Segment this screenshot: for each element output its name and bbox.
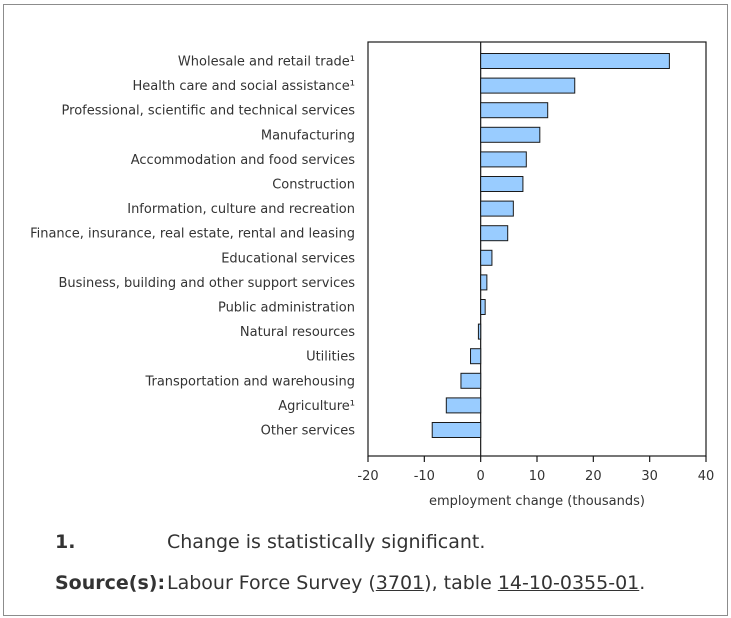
x-tick-label: 40 bbox=[698, 469, 715, 484]
bar bbox=[480, 126, 541, 143]
bar bbox=[460, 372, 482, 389]
x-axis-label: employment change (thousands) bbox=[429, 494, 645, 509]
x-tick-label: -10 bbox=[414, 469, 435, 484]
category-label: Manufacturing bbox=[261, 128, 355, 143]
bar bbox=[470, 348, 482, 365]
source-middle: ), table bbox=[424, 572, 498, 594]
source-note: Source(s): Labour Force Survey (3701), t… bbox=[55, 572, 645, 594]
category-label: Other services bbox=[261, 424, 356, 439]
bar bbox=[480, 225, 509, 242]
category-label: Utilities bbox=[306, 350, 355, 365]
category-label: Public administration bbox=[218, 301, 355, 316]
source-prefix: Labour Force Survey ( bbox=[167, 572, 376, 594]
category-label: Business, building and other support ser… bbox=[58, 276, 355, 291]
bar bbox=[431, 422, 482, 438]
x-tick-label: 10 bbox=[529, 469, 546, 484]
source-key: Source(s): bbox=[55, 572, 166, 594]
bar bbox=[480, 176, 524, 192]
bar bbox=[480, 299, 486, 315]
category-label: Finance, insurance, real estate, rental … bbox=[30, 227, 355, 242]
table-link[interactable]: 14-10-0355-01 bbox=[497, 572, 640, 594]
category-label: Information, culture and recreation bbox=[127, 202, 355, 217]
bar bbox=[480, 77, 576, 94]
category-label: Agriculture¹ bbox=[278, 399, 355, 414]
bar bbox=[480, 151, 527, 168]
category-label: Professional, scientific and technical s… bbox=[62, 104, 356, 119]
x-tick-label: 0 bbox=[477, 469, 485, 484]
category-label: Construction bbox=[272, 178, 355, 193]
category-label: Accommodation and food services bbox=[131, 153, 355, 168]
survey-link[interactable]: 3701 bbox=[375, 572, 425, 594]
bar bbox=[480, 102, 549, 119]
x-tick-label: 30 bbox=[641, 469, 658, 484]
bar-chart: Wholesale and retail trade¹ Health care a… bbox=[30, 41, 715, 509]
category-label: Educational services bbox=[221, 251, 355, 266]
bar bbox=[480, 53, 670, 69]
source-suffix: . bbox=[639, 572, 646, 594]
category-label: Natural resources bbox=[240, 325, 355, 340]
x-tick-label: 20 bbox=[585, 469, 602, 484]
bar bbox=[480, 249, 493, 266]
category-label: Wholesale and retail trade¹ bbox=[178, 55, 355, 70]
category-label: Transportation and warehousing bbox=[144, 374, 355, 389]
category-label: Health care and social assistance¹ bbox=[133, 79, 355, 94]
footnote: 1. Change is statistically significant. bbox=[55, 531, 485, 553]
footnote-key: 1. bbox=[55, 531, 76, 553]
bar bbox=[477, 323, 482, 340]
bar bbox=[480, 274, 488, 291]
bar bbox=[445, 397, 482, 414]
x-tick-label: -20 bbox=[357, 469, 378, 484]
footnote-text: Change is statistically significant. bbox=[167, 531, 486, 553]
source-text: Labour Force Survey (3701), table 14-10-… bbox=[167, 572, 645, 594]
bar bbox=[480, 200, 514, 217]
